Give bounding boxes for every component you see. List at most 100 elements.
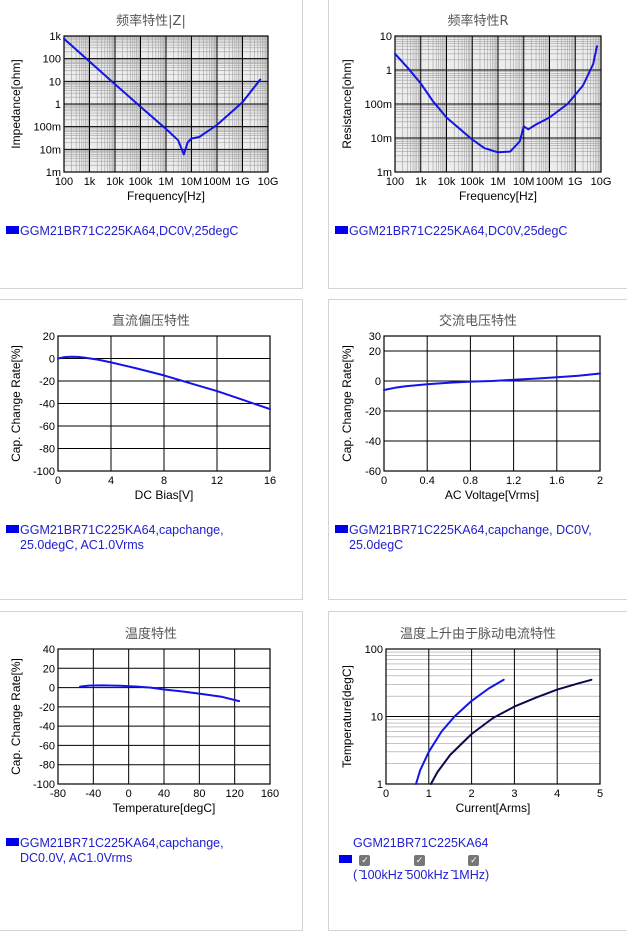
y-axis-label: Cap. Change Rate[%]	[340, 345, 354, 462]
x-tick-label: 10M	[513, 176, 534, 188]
x-tick-label: 12	[211, 475, 223, 487]
checkbox-500khz[interactable]: ✓	[413, 855, 425, 866]
legend-swatch	[335, 226, 348, 234]
x-tick-label: 16	[264, 475, 276, 487]
panel-ac-voltage: 交流电压特性 0 0.4 0.8 1.2 1.6 2 30 20 0 -20 -40 -60 AC Vo…	[328, 299, 627, 600]
x-tick-label: 10G	[258, 176, 279, 188]
y-axis-label: Impedance[ohm]	[9, 59, 23, 148]
y-tick-label: 1	[377, 779, 383, 791]
checkbox-row: ✓ ✓ ✓	[339, 852, 480, 866]
plot-frame	[394, 35, 602, 173]
x-tick-label: 100M	[536, 176, 564, 188]
x-tick-label: 1k	[84, 176, 96, 188]
y-tick-label: 10	[371, 712, 383, 724]
y-tick-label: 100m	[33, 122, 61, 134]
x-tick-label: 2	[469, 788, 475, 800]
x-tick-label: 120	[225, 788, 243, 800]
legend: GGM21BR71C225KA64,capchange, DC0.0V, AC1…	[6, 836, 224, 866]
checkbox-100khz[interactable]: ✓	[359, 855, 371, 866]
x-tick-label: -40	[85, 788, 101, 800]
legend-label: GGM21BR71C225KA64,DC0V,25degC	[349, 224, 568, 238]
y-tick-label: 1m	[377, 167, 392, 179]
x-tick-label: 2	[597, 475, 603, 487]
x-tick-label: 160	[261, 788, 279, 800]
dc-bias-chart: 0 4 8 12 16 20 0 -20 -40 -60 -80 -100 DC Bias[V] Cap.…	[9, 331, 276, 502]
y-tick-label: -20	[365, 406, 381, 418]
panel-resistance: 频率特性R 100 1k 10k 100k 1M 10M 100M 1G 10G 10 1 100m 1…	[328, 0, 627, 289]
y-tick-label: -100	[33, 779, 55, 791]
x-tick-label: 4	[554, 788, 560, 800]
panel-title: 直流偏压特性	[111, 314, 190, 329]
legend-swatch	[339, 855, 352, 863]
series-line	[415, 678, 505, 785]
x-tick-label: 0	[126, 788, 132, 800]
x-tick-label: 10k	[438, 176, 456, 188]
y-tick-label: -80	[39, 760, 55, 772]
plot-area	[384, 336, 600, 471]
x-tick-label: 10k	[106, 176, 124, 188]
y-tick-label: 0	[49, 683, 55, 695]
y-tick-label: 40	[43, 644, 55, 656]
y-tick-label: -40	[365, 436, 381, 448]
y-tick-label: -40	[39, 721, 55, 733]
x-axis-label: Current[Arms]	[456, 801, 531, 815]
series-line	[63, 37, 262, 156]
x-axis-label: AC Voltage[Vrms]	[445, 488, 539, 502]
plot-frame	[385, 648, 601, 785]
legend-swatch	[6, 226, 19, 234]
y-tick-label: 20	[43, 663, 55, 675]
panel-temperature-rise: 温度上升由于脉动电流特性 0 1 2 3 4 5 100 10 1 Current[Arms] Te…	[328, 611, 627, 931]
legend-swatch	[6, 525, 19, 533]
panel-title: 温度特性	[124, 627, 177, 642]
y-tick-label: -20	[39, 376, 55, 388]
series-line	[394, 45, 598, 154]
checkbox-labels: ( ̄100kHz ̄500kHz ̄1MHz)	[353, 868, 490, 882]
x-axis-label: Frequency[Hz]	[127, 189, 205, 203]
x-tick-label: -80	[50, 788, 66, 800]
y-tick-label: 20	[369, 346, 381, 358]
y-tick-label: -80	[39, 444, 55, 456]
y-tick-label: 1	[55, 99, 61, 111]
legend-line-2: 25.0degC, AC1.0Vrms	[20, 538, 144, 552]
legend: GGM21BR71C225KA64,DC0V,25degC	[6, 224, 238, 239]
legend-line-1: GGM21BR71C225KA64,capchange,	[20, 523, 224, 537]
panel-title: 频率特性R	[447, 14, 509, 29]
plot-frame	[57, 335, 271, 472]
x-tick-label: 100	[386, 176, 404, 188]
series-line	[383, 372, 601, 391]
y-tick-label: 20	[43, 331, 55, 343]
series-line	[429, 678, 593, 785]
checkbox-1mhz[interactable]: ✓	[468, 855, 480, 866]
y-axis-label: Cap. Change Rate[%]	[9, 345, 23, 462]
x-axis-label: Temperature[degC]	[113, 801, 216, 815]
y-tick-label: 1k	[49, 31, 61, 43]
y-tick-label: 0	[49, 354, 55, 366]
legend-line-1: GGM21BR71C225KA64,capchange, DC0V,	[349, 523, 592, 537]
y-tick-label: 1m	[46, 167, 61, 179]
x-axis-label: DC Bias[V]	[135, 488, 194, 502]
panel-title: 交流电压特性	[438, 314, 517, 329]
x-tick-label: 0	[55, 475, 61, 487]
y-tick-label: 1	[386, 65, 392, 77]
legend-swatch	[6, 838, 19, 846]
x-tick-label: 100M	[203, 176, 231, 188]
x-tick-label: 1.2	[506, 475, 521, 487]
legend-title: GGM21BR71C225KA64	[353, 836, 489, 850]
x-tick-label: 0	[383, 788, 389, 800]
ac-voltage-chart: 0 0.4 0.8 1.2 1.6 2 30 20 0 -20 -40 -60 AC Voltage[V…	[340, 331, 603, 502]
legend-swatch	[335, 525, 348, 533]
legend: GGM21BR71C225KA64,capchange, 25.0degC, A…	[6, 523, 224, 553]
legend: GGM21BR71C225KA64,capchange, DC0V, 25.0d…	[335, 523, 592, 553]
x-tick-label: 0.4	[420, 475, 435, 487]
y-tick-label: 100	[365, 644, 383, 656]
plot-frame	[63, 35, 269, 173]
y-tick-label: 0	[375, 376, 381, 388]
legend-label: GGM21BR71C225KA64,DC0V,25degC	[20, 224, 239, 238]
y-tick-label: -60	[365, 466, 381, 478]
y-tick-label: 100	[43, 54, 61, 66]
x-tick-label: 1G	[568, 176, 583, 188]
x-tick-label: 8	[161, 475, 167, 487]
panel-title: 频率特性|Z|	[116, 14, 186, 29]
y-tick-label: -100	[33, 466, 55, 478]
x-tick-label: 10M	[181, 176, 202, 188]
